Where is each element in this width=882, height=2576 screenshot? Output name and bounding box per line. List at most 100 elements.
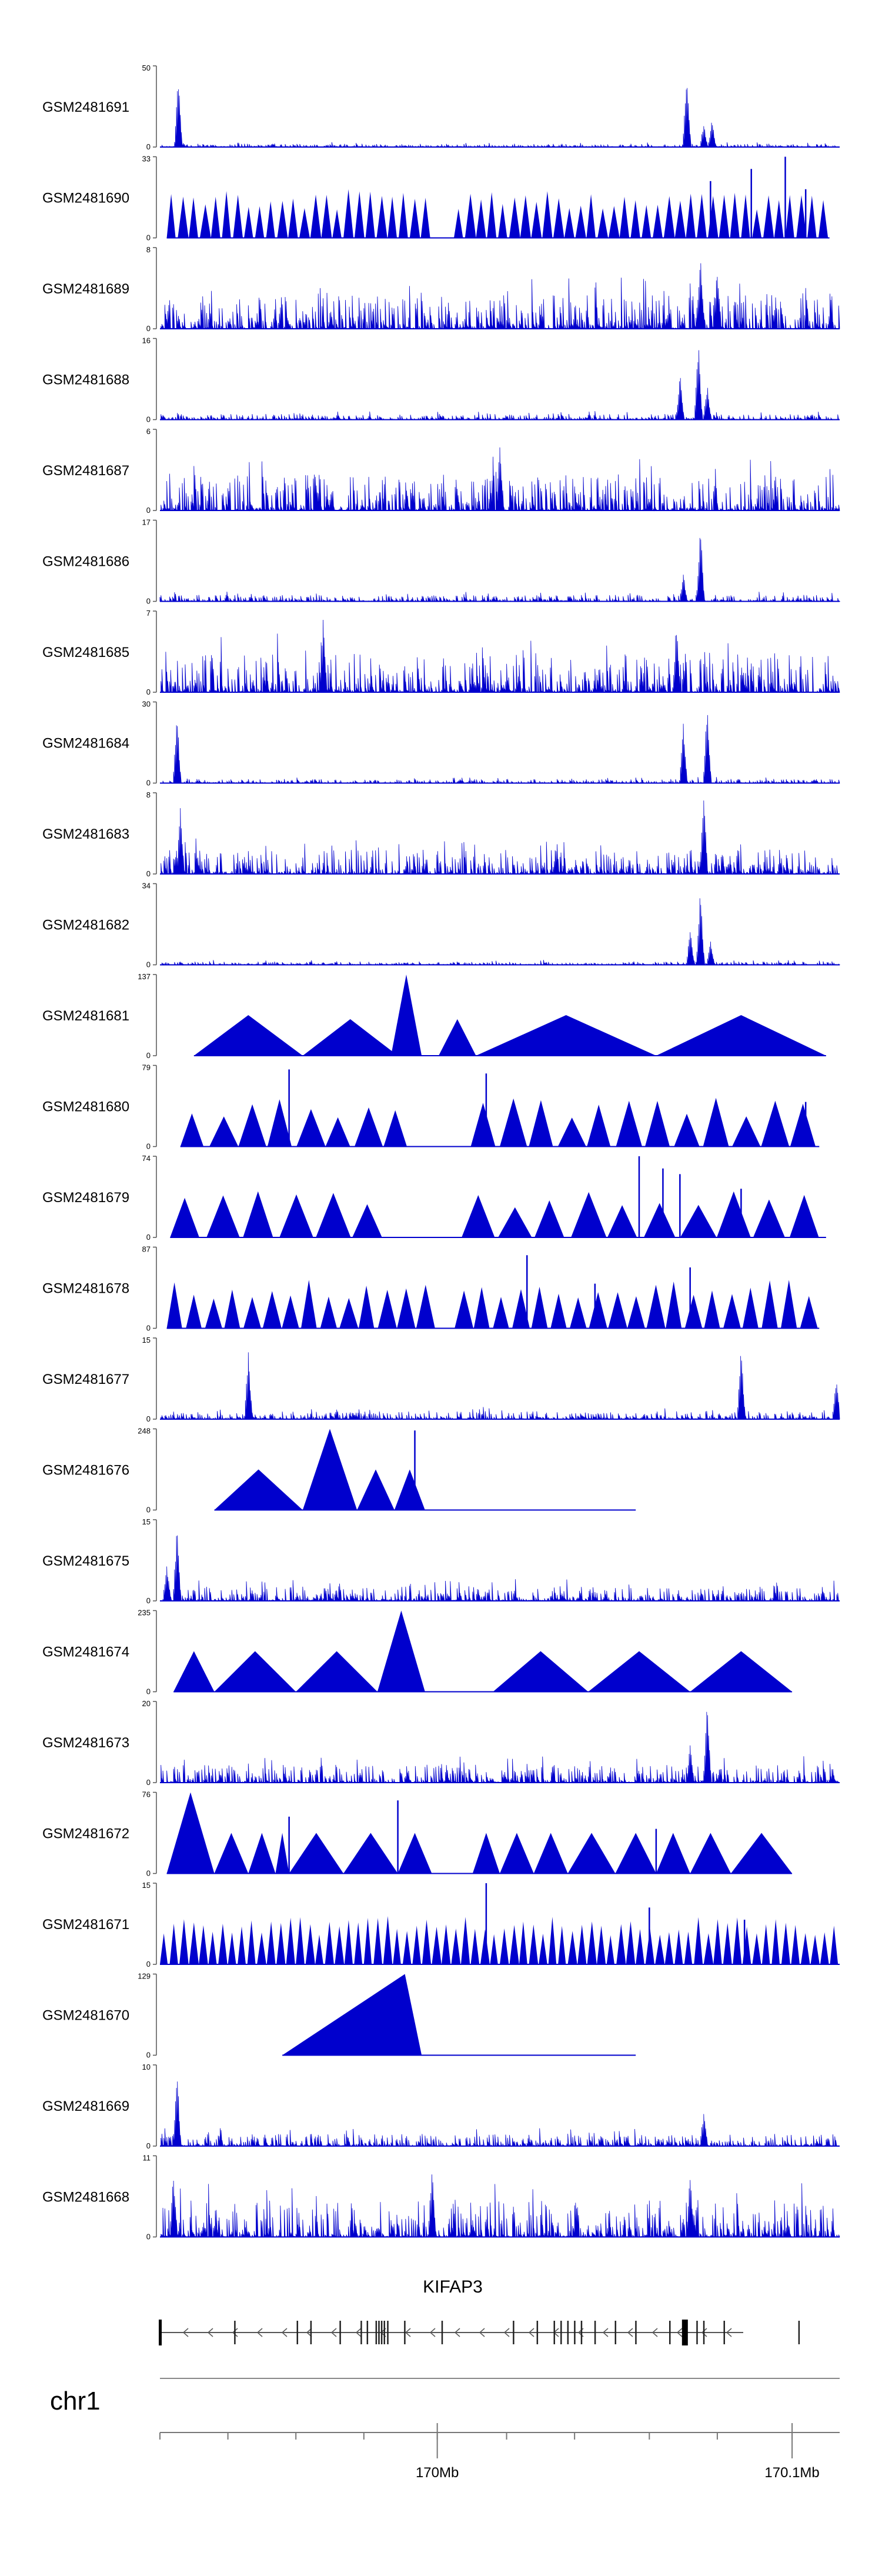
coverage-peak bbox=[266, 201, 275, 238]
gene-exon bbox=[378, 2321, 380, 2344]
coverage-peak bbox=[160, 1933, 168, 1964]
y-max-label: 137 bbox=[138, 972, 151, 981]
coverage-peak bbox=[588, 1651, 690, 1692]
coverage-peak bbox=[686, 193, 696, 238]
coverage-peak bbox=[166, 193, 176, 238]
strand-arrow bbox=[676, 2328, 683, 2337]
coverage-peak bbox=[664, 1932, 674, 1964]
strand-arrow bbox=[256, 2328, 263, 2337]
coverage-peak bbox=[179, 1919, 189, 1964]
coverage-peak bbox=[376, 196, 387, 238]
strand-arrow bbox=[232, 2328, 238, 2337]
coverage-peak bbox=[533, 1833, 568, 1874]
coverage-peak bbox=[500, 1833, 534, 1874]
track-GSM2481670: GSM2481670 129 0 bbox=[42, 1972, 636, 2060]
coverage-peak bbox=[742, 1287, 759, 1329]
coverage-peak bbox=[616, 1924, 626, 1964]
track-GSM2481679: GSM2481679 74 0 bbox=[42, 1154, 826, 1242]
y-min-label: 0 bbox=[146, 2051, 151, 2060]
coverage-peak bbox=[373, 1918, 382, 1964]
coverage-peak bbox=[173, 1651, 215, 1692]
coverage-peak bbox=[731, 1833, 793, 1874]
coverage-peak bbox=[597, 1926, 606, 1964]
coverage-peak bbox=[247, 1920, 256, 1964]
y-min-label: 0 bbox=[146, 1506, 151, 1514]
coverage-peak bbox=[800, 1933, 810, 1964]
coverage-peak bbox=[684, 1294, 703, 1329]
y-min-label: 0 bbox=[146, 324, 151, 333]
coverage-peak bbox=[357, 1469, 395, 1510]
coverage-peak bbox=[316, 1193, 351, 1237]
y-min-label: 0 bbox=[146, 2141, 151, 2150]
track-label: GSM2481672 bbox=[42, 1826, 129, 1842]
coverage-peak bbox=[209, 1116, 239, 1147]
coverage-peak bbox=[567, 1833, 616, 1874]
coverage-peak bbox=[480, 1929, 490, 1964]
coverage-peak bbox=[753, 1199, 785, 1237]
coverage-peak bbox=[454, 209, 463, 238]
gene-exon-coding bbox=[681, 2320, 688, 2345]
strand-arrow bbox=[701, 2328, 707, 2337]
coverage-signal bbox=[160, 88, 840, 148]
coverage-peak bbox=[529, 1100, 553, 1147]
coverage-peak bbox=[550, 1293, 567, 1329]
track-label: GSM2481682 bbox=[42, 917, 129, 933]
coverage-peak bbox=[228, 1932, 236, 1964]
coverage-peak bbox=[690, 1651, 793, 1692]
strand-arrow bbox=[726, 2328, 732, 2337]
coverage-peak bbox=[199, 1925, 208, 1964]
coverage-peak bbox=[713, 1919, 722, 1964]
coverage-peak bbox=[539, 1933, 547, 1964]
track-label: GSM2481669 bbox=[42, 2098, 129, 2114]
gene-exon bbox=[580, 2321, 583, 2344]
gene-exon bbox=[513, 2321, 514, 2344]
coverage-peak bbox=[653, 205, 663, 238]
coverage-peak bbox=[741, 194, 750, 238]
coverage-peak bbox=[789, 1194, 819, 1237]
coverage-peak bbox=[493, 1651, 589, 1692]
strand-arrow bbox=[454, 2328, 460, 2337]
y-min-label: 0 bbox=[146, 1778, 151, 1787]
coverage-peak bbox=[498, 203, 507, 238]
coverage-peak bbox=[487, 192, 497, 238]
track-label: GSM2481676 bbox=[42, 1463, 129, 1479]
gene-exon bbox=[560, 2321, 562, 2344]
coverage-signal bbox=[160, 800, 840, 875]
coverage-peak bbox=[302, 1429, 358, 1510]
coverage-peak bbox=[383, 1110, 407, 1147]
coverage-peak bbox=[719, 195, 730, 238]
coverage-peak bbox=[752, 209, 762, 238]
coverage-peak bbox=[529, 1924, 539, 1964]
coverage-peak bbox=[170, 1197, 199, 1237]
coverage-peak bbox=[684, 1931, 693, 1964]
coverage-peak bbox=[597, 208, 609, 238]
coverage-signal bbox=[159, 538, 841, 603]
coverage-peak bbox=[332, 209, 342, 238]
coverage-peak bbox=[218, 1923, 228, 1964]
track-label: GSM2481686 bbox=[42, 554, 129, 570]
y-min-label: 0 bbox=[146, 506, 151, 515]
track-label: GSM2481684 bbox=[42, 736, 129, 752]
gene-exon bbox=[375, 2321, 377, 2344]
track-GSM2481681: GSM2481681 137 0 bbox=[42, 972, 826, 1060]
coverage-peak bbox=[470, 1928, 480, 1964]
coverage-peak bbox=[553, 198, 564, 238]
strand-arrow bbox=[429, 2328, 436, 2337]
gene-exon bbox=[669, 2321, 671, 2344]
coverage-peak bbox=[359, 1286, 375, 1329]
coverage-peak bbox=[571, 1192, 607, 1237]
coverage-peak bbox=[761, 1100, 790, 1147]
coverage-peak bbox=[277, 201, 288, 238]
coverage-peak bbox=[409, 199, 420, 238]
coverage-peak bbox=[785, 195, 794, 238]
coverage-peak bbox=[589, 1292, 607, 1329]
y-max-label: 50 bbox=[142, 64, 151, 72]
coverage-peak bbox=[703, 1933, 714, 1964]
coverage-peak bbox=[674, 201, 686, 238]
coverage-peak bbox=[257, 1932, 266, 1964]
strand-arrow bbox=[355, 2328, 362, 2337]
coverage-peak bbox=[355, 1107, 383, 1147]
coverage-peak bbox=[441, 1924, 451, 1964]
coverage-peak bbox=[666, 1282, 682, 1329]
y-max-label: 33 bbox=[142, 155, 151, 163]
